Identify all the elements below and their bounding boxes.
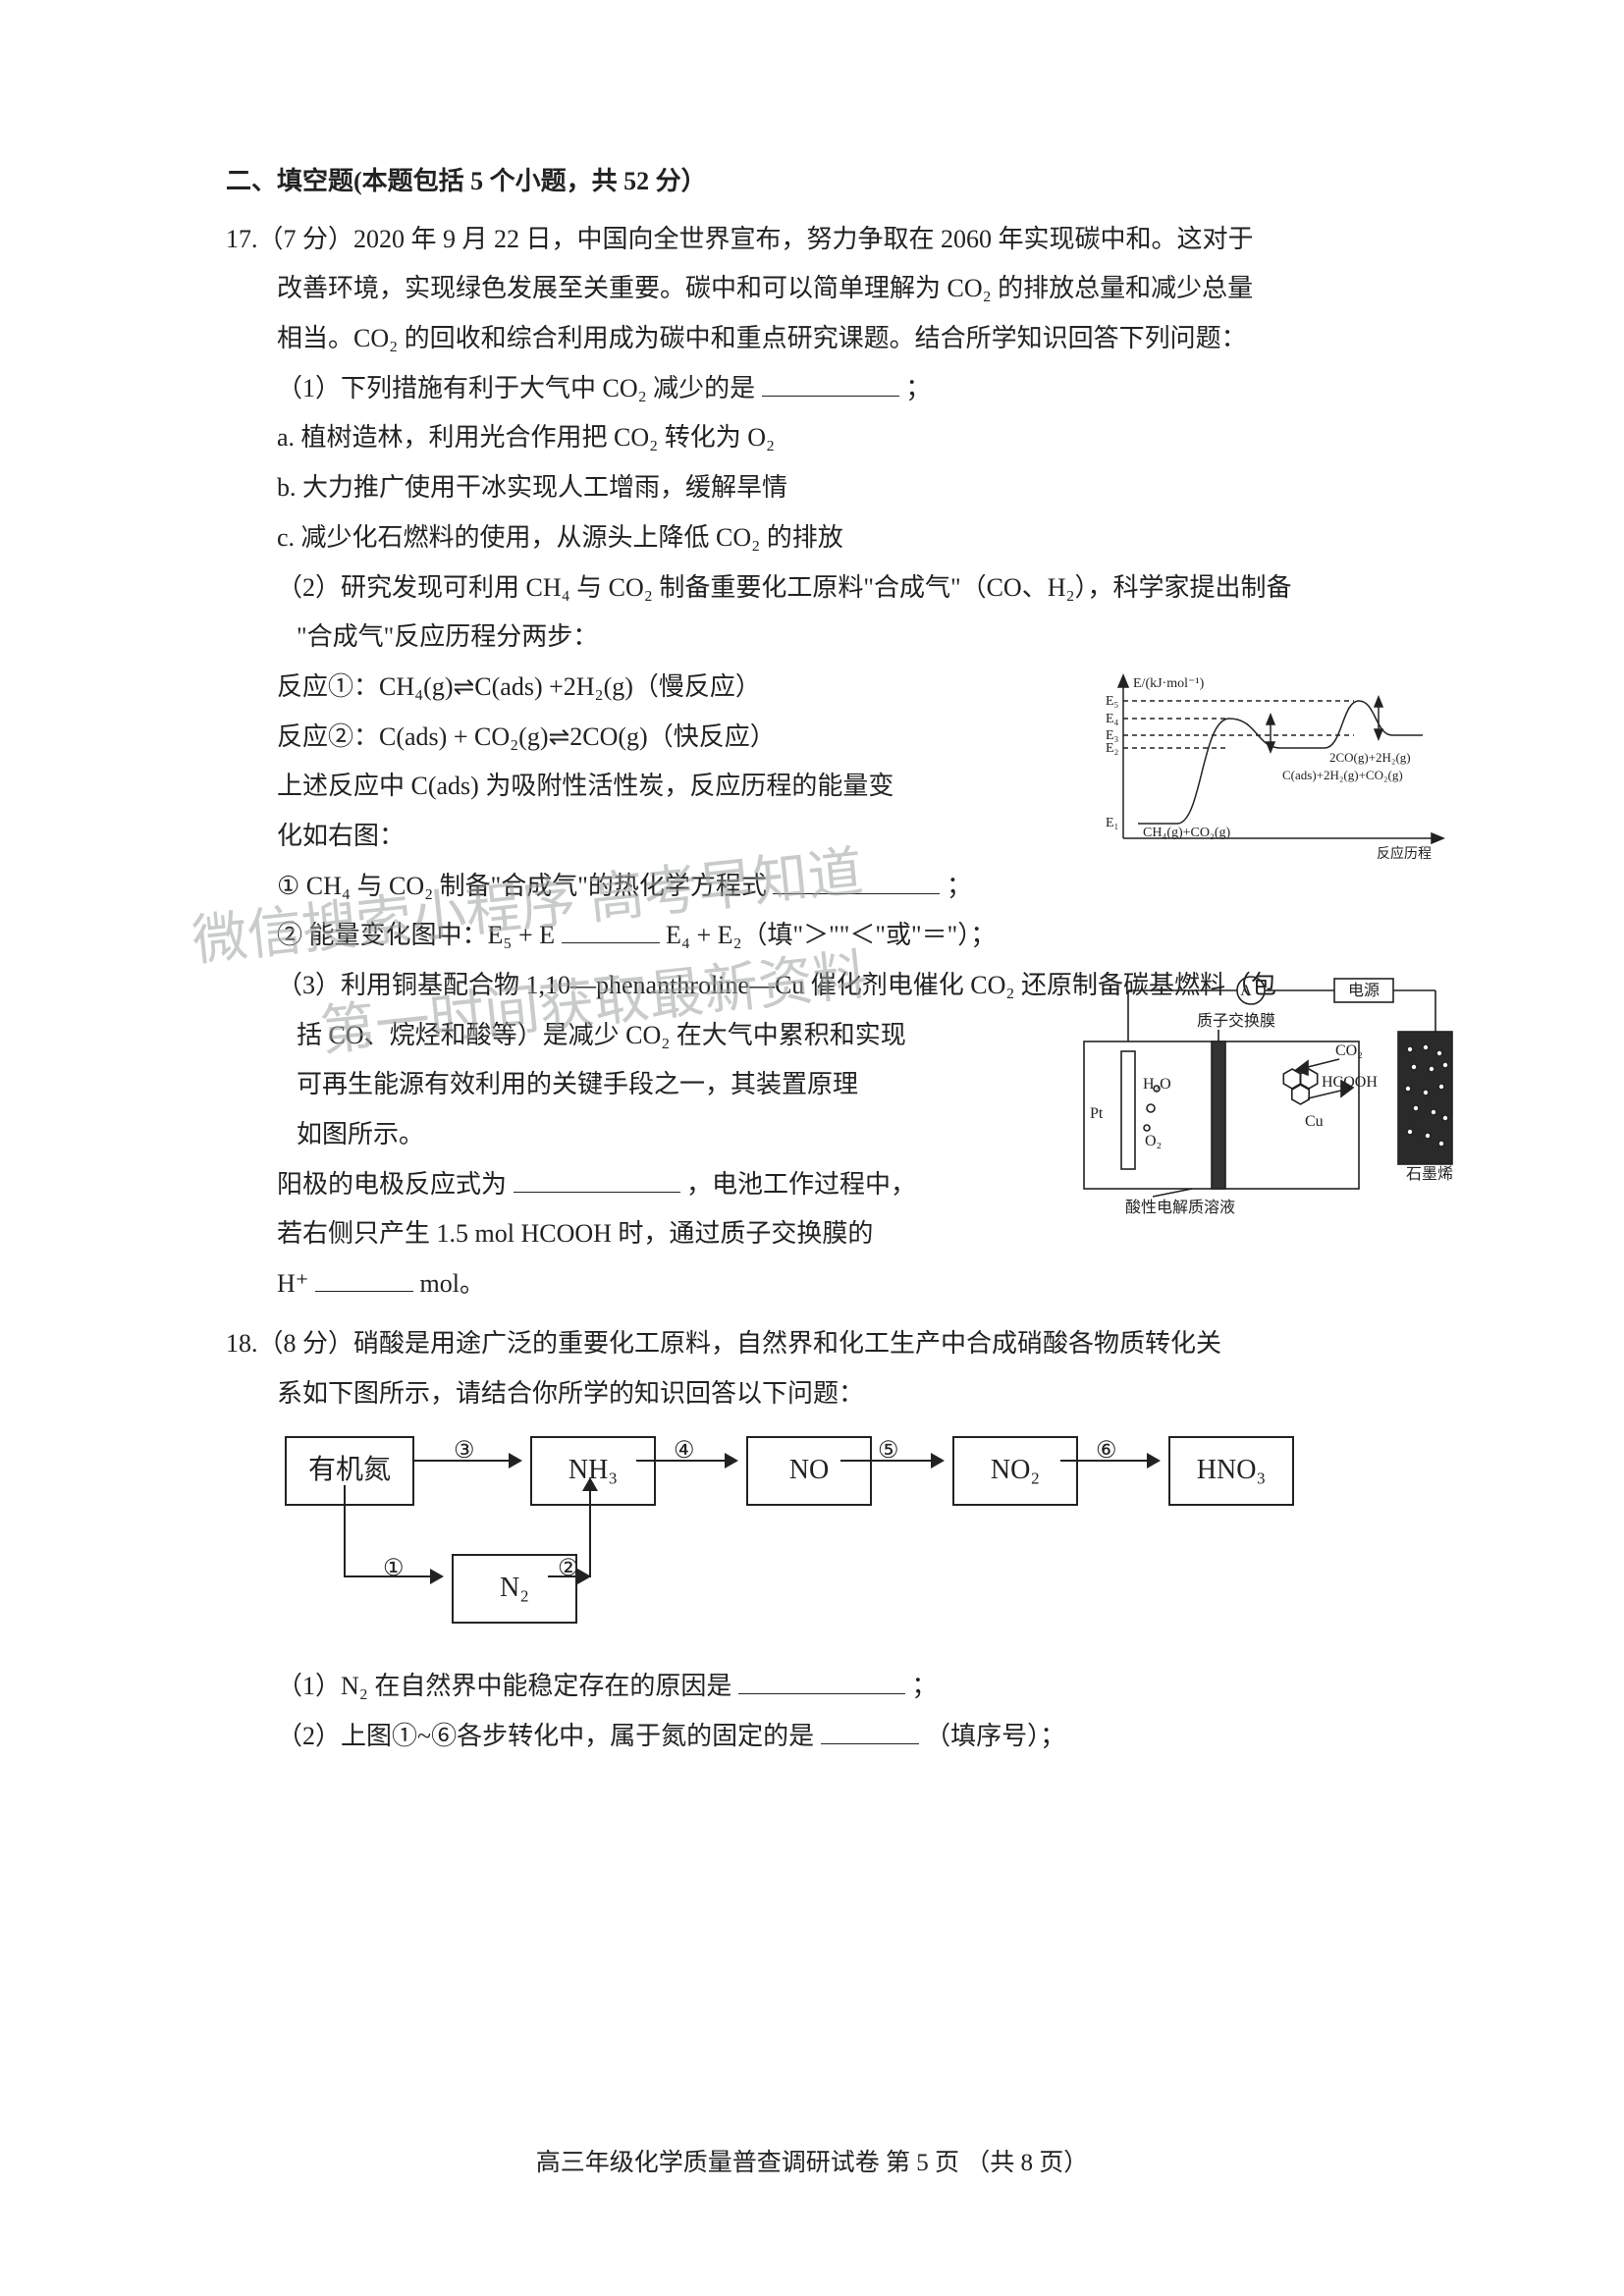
- q17-p1: （1）下列措施有利于大气中 CO₂ 减少的是 ；: [226, 364, 1428, 414]
- q17-p2q1: ① CH₄ 与 CO₂ 制备"合成气"的热化学方程式 ；: [226, 862, 1428, 912]
- q18-header: 18.（8 分）硝酸是用途广泛的重要化工原料，自然界和化工生产中合成硝酸各物质转…: [226, 1319, 1428, 1369]
- q17-c: c. 减少化石燃料的使用，从源头上降低 CO₂ 的排放: [226, 513, 1428, 563]
- svg-text:Pt: Pt: [1090, 1105, 1104, 1122]
- svg-text:酸性电解质溶液: 酸性电解质溶液: [1125, 1199, 1235, 1216]
- q17-p2q2-a: ② 能量变化图中：E₅ + E: [277, 921, 555, 949]
- q17-l3: 相当。CO₂ 的回收和综合利用成为碳中和重点研究课题。结合所学知识回答下列问题：: [226, 314, 1428, 364]
- q17-header: 17.（7 分）2020 年 9 月 22 日，中国向全世界宣布，努力争取在 2…: [226, 215, 1428, 265]
- svg-text:质子交换膜: 质子交换膜: [1197, 1012, 1275, 1030]
- flow-label-4: ④: [674, 1428, 695, 1474]
- q18-flowchart: 有机氮 NH₃ NO NO₂ HNO₃ N₂ ③ ④ ⑤ ⑥ ① ②: [285, 1436, 1286, 1632]
- q18-p2-blank[interactable]: [821, 1718, 919, 1744]
- flow-label-3: ③: [454, 1428, 475, 1474]
- flow-node-org: 有机氮: [285, 1436, 414, 1506]
- q18-p1-tail: ；: [911, 1672, 937, 1700]
- flow-label-5: ⑤: [878, 1428, 899, 1474]
- flow-node-no: NO: [746, 1436, 872, 1506]
- svg-text:石墨烯: 石墨烯: [1406, 1165, 1453, 1183]
- q17-p2q2: ② 能量变化图中：E₅ + E E₄ + E₂（填"＞""＜"或"＝"）；: [226, 911, 1428, 961]
- q17-b: b. 大力推广使用干冰实现人工增雨，缓解旱情: [226, 463, 1428, 513]
- svg-text:CO₂: CO₂: [1335, 1042, 1363, 1059]
- q18-p2: （2）上图①~⑥各步转化中，属于氮的固定的是 （填序号）；: [226, 1712, 1428, 1762]
- svg-text:Cu: Cu: [1305, 1113, 1324, 1130]
- q17-p3-5b: ，电池工作过程中，: [686, 1170, 916, 1199]
- flow-node-no2: NO₂: [952, 1436, 1078, 1506]
- svg-text:E₅: E₅: [1106, 694, 1119, 709]
- q18: 18.（8 分）硝酸是用途广泛的重要化工原料，自然界和化工生产中合成硝酸各物质转…: [226, 1319, 1428, 1762]
- svg-text:E₁: E₁: [1106, 816, 1118, 830]
- flow-edge-2-arrowhead: [582, 1477, 598, 1491]
- q18-l2: 系如下图所示，请结合你所学的知识回答以下问题：: [226, 1369, 1428, 1419]
- svg-text:E₂: E₂: [1106, 741, 1119, 756]
- svg-text:C(ads)+2H₂(g)+CO₂(g): C(ads)+2H₂(g)+CO₂(g): [1282, 768, 1403, 782]
- q17-p2q2-b: E₄ + E₂（填"＞""＜"或"＝"）；: [666, 921, 996, 949]
- q18-p2-text: （2）上图①~⑥各步转化中，属于氮的固定的是: [277, 1722, 814, 1750]
- page-footer: 高三年级化学质量普查调研试卷 第 5 页 （共 8 页）: [0, 2140, 1624, 2188]
- q17-p2q1-text: ① CH₄ 与 CO₂ 制备"合成气"的热化学方程式: [277, 872, 767, 900]
- q17-p1-text: （1）下列措施有利于大气中 CO₂ 减少的是: [277, 374, 755, 402]
- ychart-ylabel: E/(kJ·mol⁻¹): [1133, 676, 1205, 691]
- exam-page: 二、填空题(本题包括 5 个小题，共 52 分） 17.（7 分）2020 年 …: [0, 0, 1624, 2296]
- svg-text:2CO(g)+2H₂(g): 2CO(g)+2H₂(g): [1329, 750, 1411, 765]
- q18-p1-text: （1）N₂ 在自然界中能稳定存在的原因是: [277, 1672, 731, 1700]
- svg-text:HCOOH: HCOOH: [1322, 1074, 1378, 1091]
- q17-p3-5-blank[interactable]: [514, 1166, 680, 1193]
- q17-l2: 改善环境，实现绿色发展至关重要。碳中和可以简单理解为 CO₂ 的排放总量和减少总…: [226, 264, 1428, 314]
- svg-text:H₂O: H₂O: [1143, 1076, 1171, 1093]
- flow-node-nh3: NH₃: [530, 1436, 656, 1506]
- flow-edge-1v: [344, 1485, 346, 1577]
- section-title: 二、填空题(本题包括 5 个小题，共 52 分）: [226, 157, 1428, 207]
- q17-p1-blank[interactable]: [762, 370, 899, 397]
- q17-p2q1-tail: ；: [947, 872, 972, 900]
- svg-text:E₄: E₄: [1106, 712, 1119, 726]
- q17-p2-1: （2）研究发现可利用 CH₄ 与 CO₂ 制备重要化工原料"合成气"（CO、H₂…: [226, 563, 1428, 614]
- q18-p1: （1）N₂ 在自然界中能稳定存在的原因是 ；: [226, 1662, 1428, 1712]
- q17-p2-2: "合成气"反应历程分两步：: [226, 613, 1428, 663]
- q17-a: a. 植树造林，利用光合作用把 CO₂ 转化为 O₂: [226, 413, 1428, 463]
- flow-label-1: ①: [383, 1546, 405, 1592]
- svg-text:O₂: O₂: [1145, 1133, 1162, 1149]
- q17-p2q2-blank[interactable]: [562, 917, 660, 943]
- q17-p2q1-blank[interactable]: [773, 868, 940, 894]
- q18-p1-blank[interactable]: [738, 1668, 905, 1694]
- energy-diagram: E/(kJ·mol⁻¹) E₅ E₄ E₃ E₂ E₁ CH₄(g)+CO₂(g…: [1084, 671, 1457, 868]
- flow-edge-2v: [589, 1485, 591, 1577]
- svg-text:A: A: [1240, 983, 1252, 999]
- q17: 17.（7 分）2020 年 9 月 22 日，中国向全世界宣布，努力争取在 2…: [226, 215, 1428, 1309]
- flow-label-6: ⑥: [1096, 1428, 1117, 1474]
- flow-node-hno3: HNO₃: [1168, 1436, 1294, 1506]
- svg-text:CH₄(g)+CO₂(g): CH₄(g)+CO₂(g): [1143, 826, 1231, 840]
- svg-text:反应历程: 反应历程: [1377, 845, 1432, 862]
- svg-text:电源: 电源: [1348, 982, 1380, 999]
- q17-p1-tail: ；: [905, 374, 931, 402]
- q17-p3-7: H⁺ mol。: [226, 1259, 1428, 1309]
- q17-p3-7b: mol。: [420, 1269, 485, 1298]
- q18-p2-tail: （填序号）；: [925, 1722, 1065, 1750]
- electrocell-diagram: A 电源 质子交换膜 Pt H₂O O₂ CO₂ HCOOH Cu 石墨烯 酸性…: [1045, 971, 1467, 1226]
- flow-label-2: ②: [558, 1546, 579, 1592]
- q17-p3-7-blank[interactable]: [315, 1265, 413, 1292]
- q17-p3-5a: 阳极的电极反应式为: [277, 1170, 507, 1199]
- q17-p3-7a: H⁺: [277, 1269, 309, 1298]
